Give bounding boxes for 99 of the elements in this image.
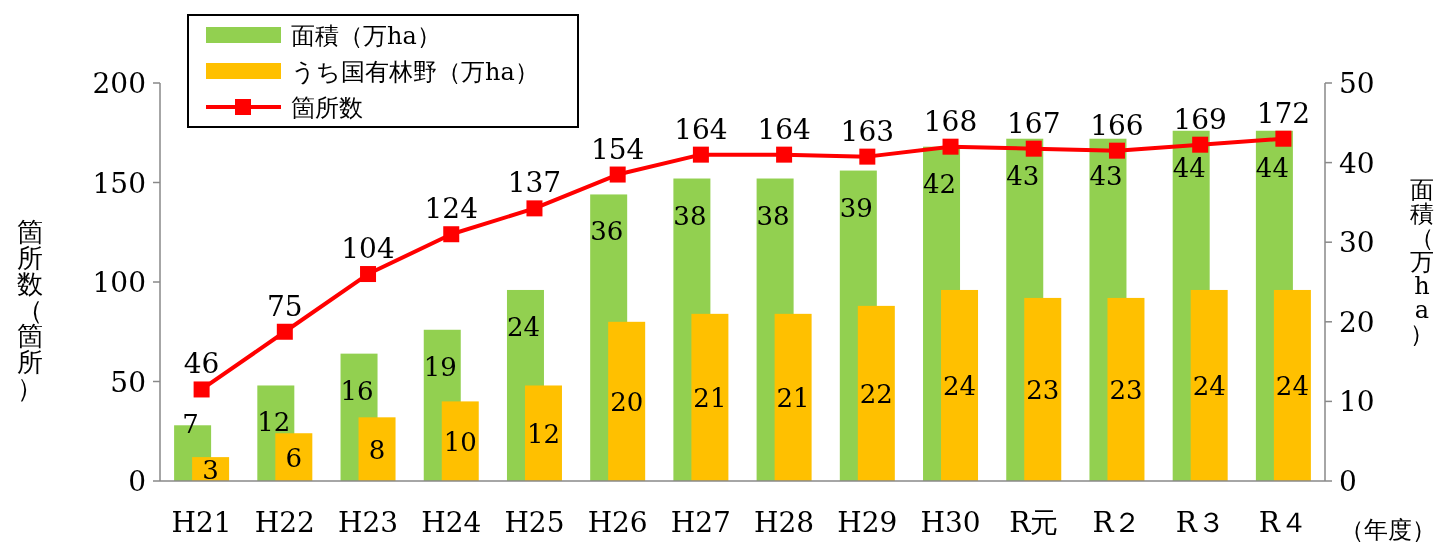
point	[692, 146, 709, 163]
point	[193, 381, 210, 398]
data-label: 172	[1256, 96, 1311, 130]
x-tick-label: H23	[338, 506, 399, 539]
y-axis-title: 箇所数（箇所）	[17, 217, 43, 404]
data-label: 23	[1026, 375, 1060, 406]
point	[1108, 142, 1125, 159]
data-label: 22	[859, 379, 893, 410]
bar	[608, 321, 646, 481]
data-label: 42	[922, 168, 957, 199]
data-label: 19	[423, 351, 457, 382]
data-label: 20	[610, 387, 644, 418]
data-label: 8	[368, 435, 386, 466]
point	[526, 200, 543, 217]
point	[942, 138, 959, 155]
data-label: 164	[674, 112, 728, 146]
y2-tick-label: 40	[1339, 146, 1375, 180]
data-label: 154	[590, 132, 645, 166]
point	[609, 166, 626, 183]
x-tick-label: H28	[754, 506, 815, 539]
data-label: 169	[1173, 102, 1227, 136]
y-tick-label: 50	[110, 365, 146, 399]
data-label: 10	[443, 427, 477, 458]
legend-label: うち国有林野（万ha）	[291, 58, 539, 86]
x-tick-label: H26	[587, 506, 648, 539]
point	[276, 323, 293, 340]
data-label: 6	[285, 443, 303, 474]
x-tick-label: R元	[1009, 506, 1059, 539]
point	[1025, 140, 1042, 157]
data-label: 21	[693, 383, 727, 414]
data-label: 124	[424, 192, 478, 226]
data-label: 167	[1007, 106, 1061, 140]
data-label: 38	[756, 200, 790, 231]
data-label: 23	[1109, 375, 1143, 406]
data-label: 12	[526, 419, 561, 450]
y-tick-label: 200	[92, 67, 146, 100]
bar	[857, 305, 895, 481]
data-label: 75	[267, 289, 303, 323]
x-tick-label: R３	[1175, 506, 1225, 539]
data-label: 168	[923, 104, 978, 138]
y-tick-label: 150	[92, 166, 146, 200]
data-label: 39	[839, 192, 873, 223]
y2-tick-label: 0	[1339, 465, 1357, 498]
point	[360, 266, 377, 283]
data-label: 38	[673, 200, 707, 231]
bar	[275, 433, 313, 481]
data-label: 24	[1275, 371, 1309, 402]
x-tick-label: H24	[421, 506, 482, 539]
data-label: 24	[1192, 371, 1226, 402]
bar	[1107, 297, 1145, 481]
bar	[441, 401, 479, 481]
data-label: 163	[840, 114, 895, 148]
data-label: 21	[776, 383, 810, 414]
data-label: 164	[757, 112, 811, 146]
y2-tick-label: 10	[1339, 385, 1375, 419]
data-label: 24	[506, 311, 541, 342]
y-tick-label: 100	[92, 266, 146, 299]
text: （年度）	[1340, 516, 1436, 544]
x-tick-label: R４	[1258, 506, 1308, 539]
data-label: 104	[341, 232, 395, 266]
bar	[691, 313, 729, 481]
bar	[1024, 297, 1062, 481]
data-label: 3	[202, 455, 219, 486]
y2-tick-label: 20	[1339, 305, 1375, 339]
point	[443, 226, 460, 243]
x-tick-label: R２	[1092, 506, 1142, 539]
bar	[1190, 289, 1228, 481]
y-tick-label: 0	[128, 465, 146, 498]
point	[776, 146, 793, 163]
data-label: 46	[183, 347, 220, 381]
bar	[1273, 289, 1311, 481]
data-label: 137	[507, 166, 562, 200]
x-tick-label: H25	[504, 506, 565, 539]
data-label: 44	[1255, 152, 1289, 183]
data-label: 43	[1089, 160, 1123, 191]
data-label: 43	[1006, 160, 1040, 191]
x-tick-label: H22	[254, 506, 315, 539]
bar	[358, 417, 396, 481]
bar	[524, 385, 562, 481]
bar	[941, 289, 979, 481]
x-tick-label: H29	[837, 506, 898, 539]
point	[859, 148, 876, 165]
bar	[774, 313, 812, 481]
x-tick-label: H27	[670, 506, 731, 539]
data-label: 44	[1172, 152, 1206, 183]
y2-tick-label: 50	[1339, 67, 1375, 100]
legend-label: 箇所数	[291, 94, 363, 122]
data-label: 36	[590, 216, 624, 247]
point	[1275, 130, 1292, 147]
data-label: 16	[340, 375, 374, 406]
data-label: 166	[1090, 108, 1144, 142]
x-tick-label: H30	[920, 506, 981, 539]
point	[1192, 136, 1209, 153]
x-tick-label: H21	[171, 506, 232, 539]
data-label: 12	[257, 407, 291, 438]
legend-label: 面積（万ha）	[291, 22, 441, 50]
data-label: 24	[942, 371, 977, 402]
y2-axis-title: 面積（万ha）	[1410, 176, 1434, 349]
y2-tick-label: 30	[1339, 226, 1375, 260]
